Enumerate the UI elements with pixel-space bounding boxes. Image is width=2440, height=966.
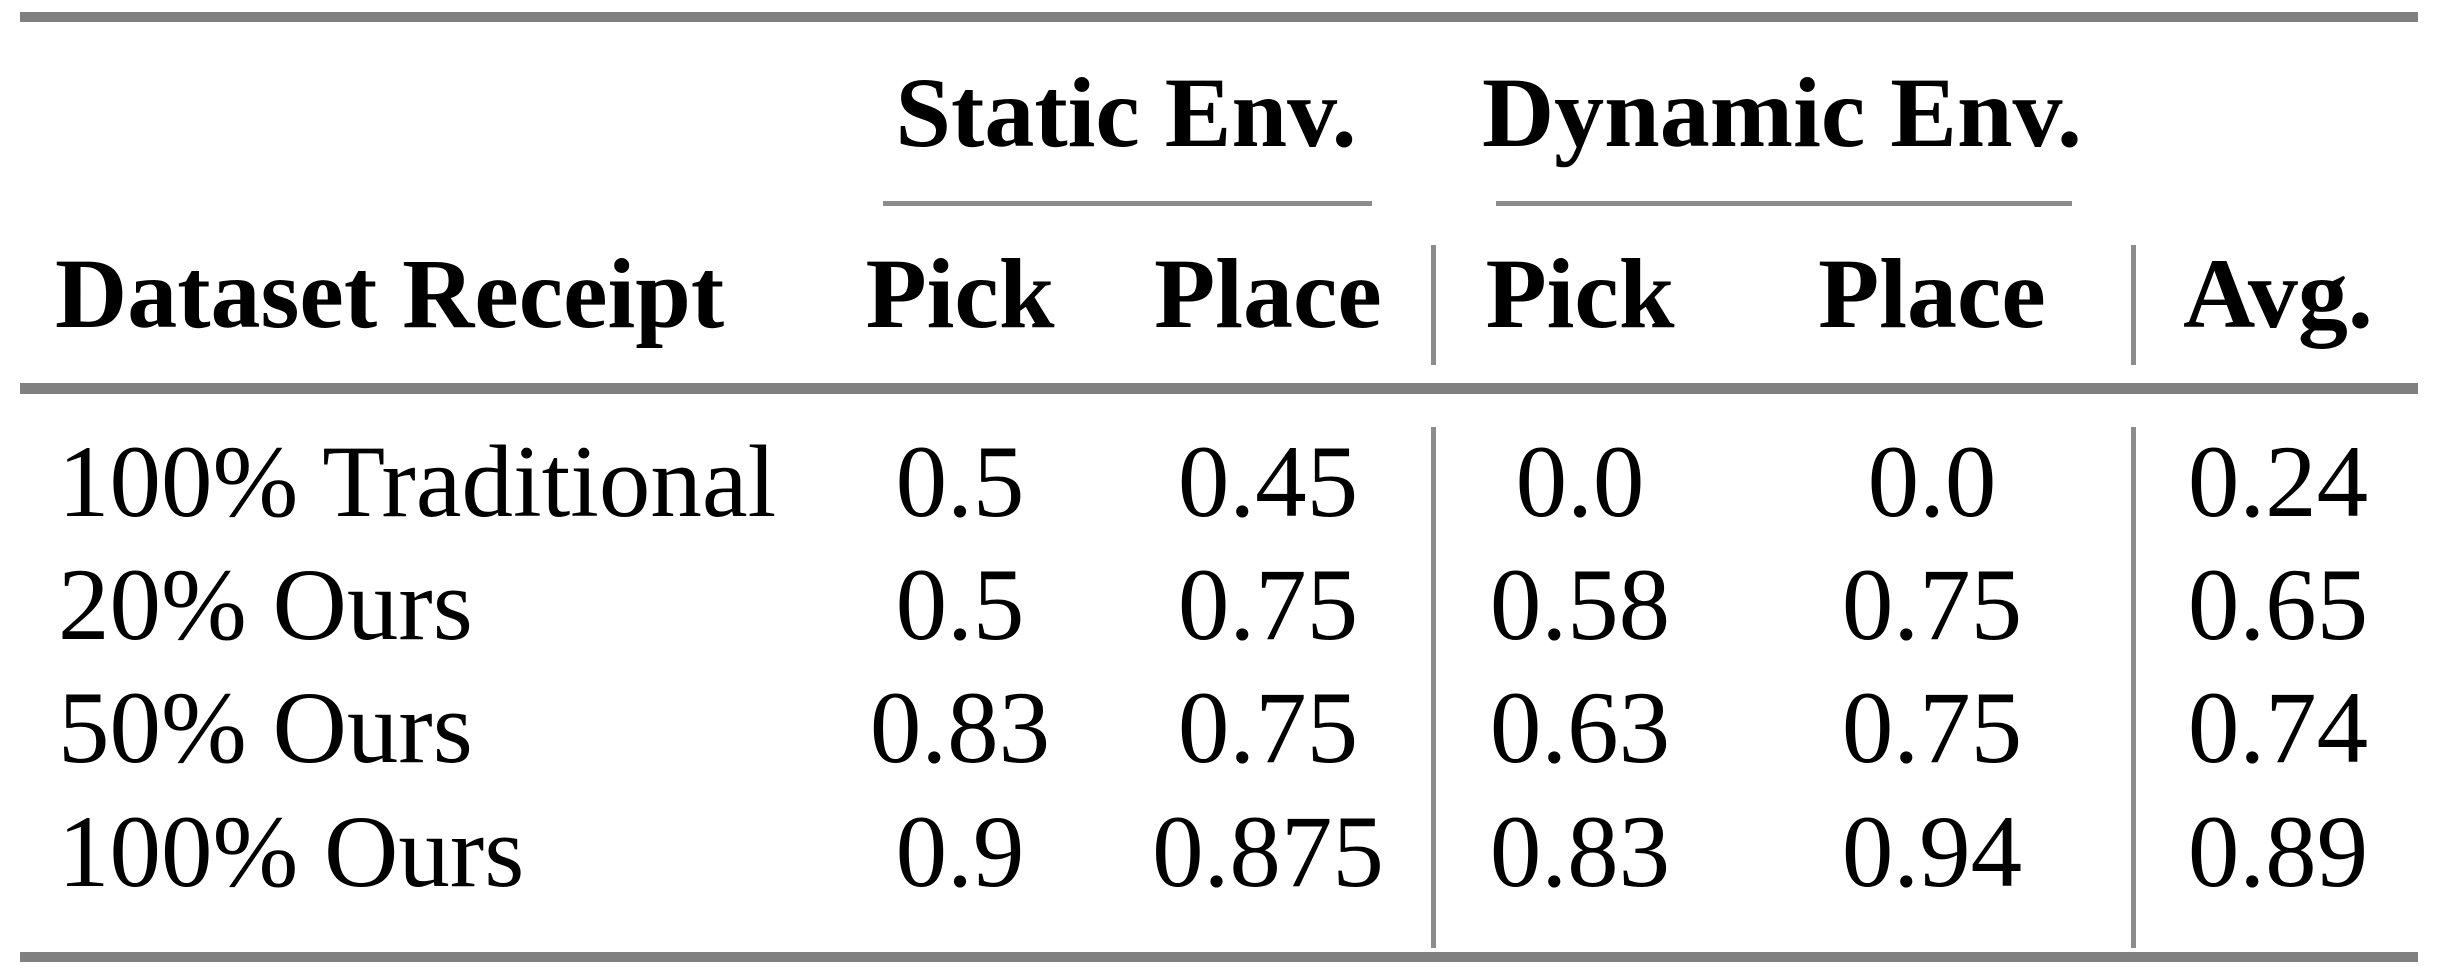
row-label: 50% Ours xyxy=(58,671,473,785)
cell-static-place: 0.75 xyxy=(1177,548,1359,662)
cell-dynamic-place: 0.75 xyxy=(1841,548,2023,662)
cell-avg: 0.65 xyxy=(2187,548,2369,662)
column-group-static-env: Static Env. xyxy=(895,57,1357,168)
vertical-rule-1-header xyxy=(1431,245,1436,365)
cell-static-pick: 0.9 xyxy=(895,795,1025,909)
dynamic-env-cmidrule xyxy=(1496,201,2072,206)
cell-static-pick: 0.5 xyxy=(895,548,1025,662)
cell-dynamic-place: 0.0 xyxy=(1867,425,1997,539)
cell-static-pick: 0.5 xyxy=(895,425,1025,539)
row-label: 20% Ours xyxy=(58,548,473,662)
cell-dynamic-pick: 0.0 xyxy=(1515,425,1645,539)
table-mid-rule xyxy=(20,383,2418,394)
vertical-rule-1-body xyxy=(1431,427,1436,948)
cell-avg: 0.74 xyxy=(2187,671,2369,785)
cell-static-pick: 0.83 xyxy=(869,671,1051,785)
cell-static-place: 0.75 xyxy=(1177,671,1359,785)
vertical-rule-2-header xyxy=(2131,245,2136,365)
cell-static-place: 0.875 xyxy=(1152,795,1384,909)
cell-dynamic-place: 0.75 xyxy=(1841,671,2023,785)
cell-avg: 0.89 xyxy=(2187,795,2369,909)
header-avg: Avg. xyxy=(2183,238,2373,349)
header-static-pick: Pick xyxy=(865,238,1055,349)
row-label: 100% Ours xyxy=(58,795,525,909)
row-label: 100% Traditional xyxy=(58,425,777,539)
table-top-rule xyxy=(20,12,2418,22)
static-env-cmidrule xyxy=(883,201,1372,206)
vertical-rule-2-body xyxy=(2131,427,2136,948)
header-dataset-receipt: Dataset Receipt xyxy=(55,238,725,349)
cell-dynamic-pick: 0.83 xyxy=(1489,795,1671,909)
cell-static-place: 0.45 xyxy=(1177,425,1359,539)
cell-avg: 0.24 xyxy=(2187,425,2369,539)
cell-dynamic-place: 0.94 xyxy=(1841,795,2023,909)
header-static-place: Place xyxy=(1154,238,1382,349)
column-group-dynamic-env: Dynamic Env. xyxy=(1481,57,2083,168)
cell-dynamic-pick: 0.63 xyxy=(1489,671,1671,785)
header-dynamic-place: Place xyxy=(1818,238,2046,349)
header-dynamic-pick: Pick xyxy=(1485,238,1675,349)
table-bottom-rule xyxy=(20,952,2418,962)
cell-dynamic-pick: 0.58 xyxy=(1489,548,1671,662)
